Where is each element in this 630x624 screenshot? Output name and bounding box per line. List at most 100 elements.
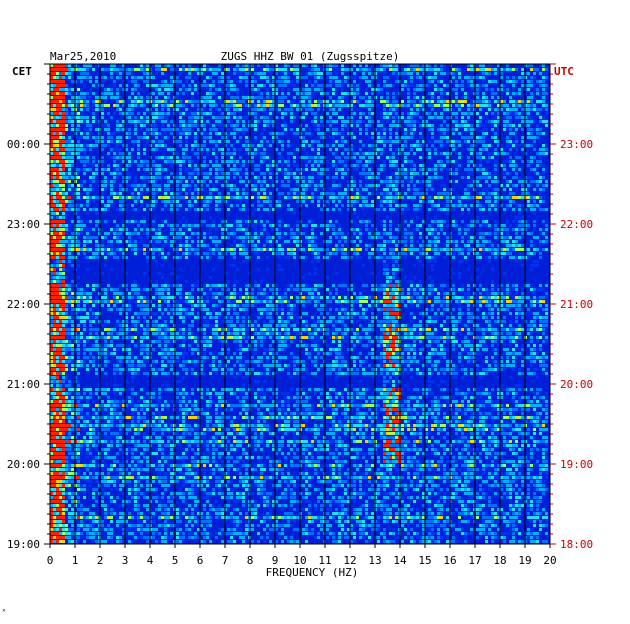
heatmap-cell [59, 176, 62, 179]
heatmap-cell [110, 172, 113, 175]
heatmap-cell [512, 200, 515, 203]
heatmap-cell [77, 232, 80, 235]
heatmap-cell [527, 200, 530, 203]
heatmap-cell [476, 252, 479, 255]
heatmap-cell [263, 208, 266, 211]
heatmap-cell [158, 176, 161, 179]
heatmap-cell [527, 196, 530, 199]
heatmap-cell [350, 188, 353, 191]
heatmap-cell [428, 248, 431, 251]
heatmap-cell [80, 108, 83, 111]
heatmap-cell [383, 196, 386, 199]
heatmap-cell [215, 120, 218, 123]
heatmap-cell [458, 104, 461, 107]
heatmap-cell [443, 92, 446, 95]
heatmap-cell [260, 172, 263, 175]
heatmap-cell [497, 196, 500, 199]
heatmap-cell [416, 192, 419, 195]
heatmap-cell [413, 96, 416, 99]
heatmap-cell [245, 256, 248, 259]
heatmap-cell [53, 168, 56, 171]
heatmap-cell [422, 264, 425, 267]
heatmap-cell [212, 196, 215, 199]
heatmap-cell [314, 268, 317, 271]
heatmap-cell [125, 72, 128, 75]
heatmap-cell [419, 124, 422, 127]
heatmap-cell [167, 196, 170, 199]
heatmap-cell [89, 80, 92, 83]
heatmap-cell [158, 164, 161, 167]
heatmap-cell [56, 260, 59, 263]
heatmap-cell [239, 176, 242, 179]
heatmap-cell [50, 236, 53, 239]
heatmap-cell [290, 68, 293, 71]
heatmap-cell [263, 124, 266, 127]
heatmap-cell [314, 104, 317, 107]
heatmap-cell [167, 156, 170, 159]
heatmap-cell [176, 108, 179, 111]
heatmap-cell [497, 192, 500, 195]
heatmap-cell [107, 220, 110, 223]
heatmap-cell [338, 184, 341, 187]
heatmap-cell [521, 228, 524, 231]
heatmap-cell [446, 136, 449, 139]
heatmap-cell [494, 92, 497, 95]
heatmap-cell [302, 188, 305, 191]
heatmap-cell [209, 124, 212, 127]
heatmap-cell [329, 188, 332, 191]
heatmap-cell [380, 256, 383, 259]
heatmap-cell [527, 248, 530, 251]
heatmap-cell [62, 112, 65, 115]
heatmap-cell [92, 164, 95, 167]
heatmap-cell [185, 220, 188, 223]
heatmap-cell [428, 260, 431, 263]
heatmap-cell [509, 96, 512, 99]
heatmap-cell [290, 168, 293, 171]
heatmap-cell [533, 84, 536, 87]
heatmap-cell [539, 132, 542, 135]
heatmap-cell [188, 128, 191, 131]
heatmap-cell [413, 92, 416, 95]
heatmap-cell [83, 148, 86, 151]
heatmap-cell [95, 212, 98, 215]
heatmap-cell [509, 256, 512, 259]
heatmap-cell [104, 76, 107, 79]
heatmap-cell [338, 132, 341, 135]
heatmap-cell [521, 84, 524, 87]
heatmap-cell [62, 236, 65, 239]
heatmap-cell [53, 144, 56, 147]
heatmap-cell [122, 120, 125, 123]
heatmap-cell [233, 248, 236, 251]
heatmap-cell [344, 104, 347, 107]
heatmap-cell [530, 92, 533, 95]
heatmap-cell [266, 92, 269, 95]
heatmap-cell [335, 248, 338, 251]
heatmap-cell [80, 196, 83, 199]
heatmap-cell [116, 72, 119, 75]
heatmap-cell [314, 236, 317, 239]
heatmap-cell [515, 244, 518, 247]
heatmap-cell [260, 204, 263, 207]
heatmap-cell [101, 164, 104, 167]
heatmap-cell [410, 64, 413, 67]
heatmap-cell [410, 220, 413, 223]
heatmap-cell [197, 196, 200, 199]
heatmap-cell [269, 144, 272, 147]
heatmap-cell [347, 116, 350, 119]
heatmap-cell [302, 148, 305, 151]
heatmap-cell [359, 236, 362, 239]
heatmap-cell [368, 232, 371, 235]
heatmap-cell [182, 148, 185, 151]
heatmap-cell [251, 112, 254, 115]
heatmap-cell [467, 176, 470, 179]
heatmap-cell [170, 68, 173, 71]
heatmap-cell [368, 80, 371, 83]
heatmap-cell [158, 272, 161, 275]
heatmap-cell [476, 180, 479, 183]
heatmap-cell [530, 268, 533, 271]
heatmap-cell [164, 100, 167, 103]
heatmap-cell [455, 152, 458, 155]
heatmap-cell [230, 244, 233, 247]
heatmap-cell [65, 208, 68, 211]
heatmap-cell [479, 136, 482, 139]
